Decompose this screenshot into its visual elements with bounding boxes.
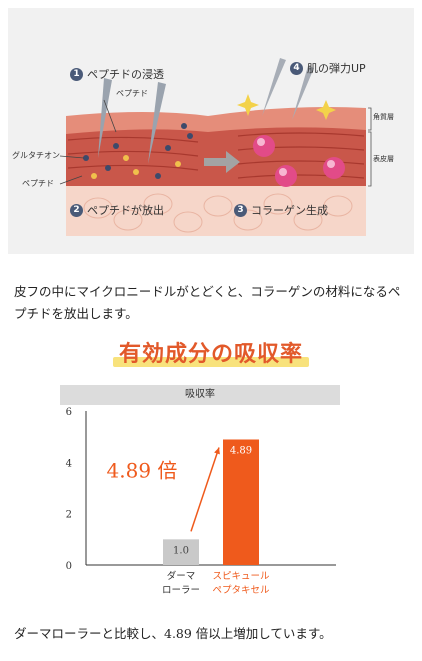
step-2-label: ペプチドが放出 — [87, 204, 164, 217]
y-tick-label: 4 — [66, 458, 72, 469]
y-tick-label: 6 — [66, 407, 72, 418]
growth-arrow — [190, 447, 220, 532]
bar-value-label: 4.89 — [230, 445, 252, 456]
step-1-label: ペプチドの浸透 — [87, 68, 164, 81]
growth-arrow-head — [214, 447, 220, 455]
category-label: ダーマ — [167, 570, 196, 582]
process-arrow — [204, 151, 240, 173]
category-label: ローラー — [162, 585, 200, 596]
step-2: 2 ペプチドが放出 — [70, 202, 164, 218]
heading-text: 有効成分の吸収率 — [112, 336, 310, 368]
step-1-number: 1 — [70, 67, 83, 81]
step-3-label: コラーゲン生成 — [251, 204, 328, 217]
microneedles-left — [98, 78, 166, 164]
label-epidermis: 表皮層 — [373, 155, 394, 163]
bar — [163, 539, 199, 565]
label-peptide-top: ペプチド — [116, 89, 148, 98]
epidermis-layer — [66, 107, 366, 134]
microneedles-right — [262, 58, 314, 120]
step-1: 1 ペプチドの浸透 — [70, 66, 164, 82]
pointer-lines — [59, 99, 117, 185]
category-label: スピキュール — [212, 571, 270, 582]
bar-value-label: 1.0 — [173, 545, 189, 556]
step-3: 3 コラーゲン生成 — [234, 202, 328, 218]
step-4: 4 肌の弾力UP — [290, 60, 366, 76]
caption-peptide-release: 皮フの中にマイクロニードルがとどくと、コラーゲンの材料になるペプチドを放出します… — [14, 283, 401, 321]
step-4-label: 肌の弾力UP — [307, 62, 366, 75]
peptide-dots — [83, 123, 193, 179]
step-4-number: 4 — [290, 61, 303, 75]
caption-comparison: ダーマローラーと比較し、4.89 倍以上増加しています。 — [14, 625, 332, 641]
collagen-spheres — [253, 135, 345, 187]
step-3-number: 3 — [234, 203, 247, 217]
label-stratum-corneum: 角質層 — [373, 113, 394, 121]
label-peptide-left: ペプチド — [22, 179, 54, 188]
step-2-number: 2 — [70, 203, 83, 217]
chart-title: 吸収率 — [185, 389, 215, 400]
fat-cells — [83, 193, 353, 233]
sparkles — [237, 94, 336, 120]
chart-title-bar: 吸収率 — [60, 385, 340, 405]
layer-bracket — [368, 107, 372, 187]
skin-illustration — [59, 58, 372, 236]
category-label: ペプタキセル — [212, 585, 270, 596]
subcutaneous-layer — [66, 178, 366, 236]
skin-diagram: 1 ペプチドの浸透 2 ペプチドが放出 3 コラーゲン生成 4 肌の弾力UP ペ… — [8, 8, 414, 254]
section-heading: 有効成分の吸収率 — [0, 336, 422, 368]
dermis-fibers — [67, 132, 365, 179]
y-tick-label: 0 — [66, 561, 72, 572]
bar — [223, 439, 259, 565]
y-tick-label: 2 — [66, 510, 72, 521]
multiplier-annotation: 4.89 倍 — [107, 459, 178, 483]
label-glutathione: グルタチオン — [12, 151, 60, 160]
